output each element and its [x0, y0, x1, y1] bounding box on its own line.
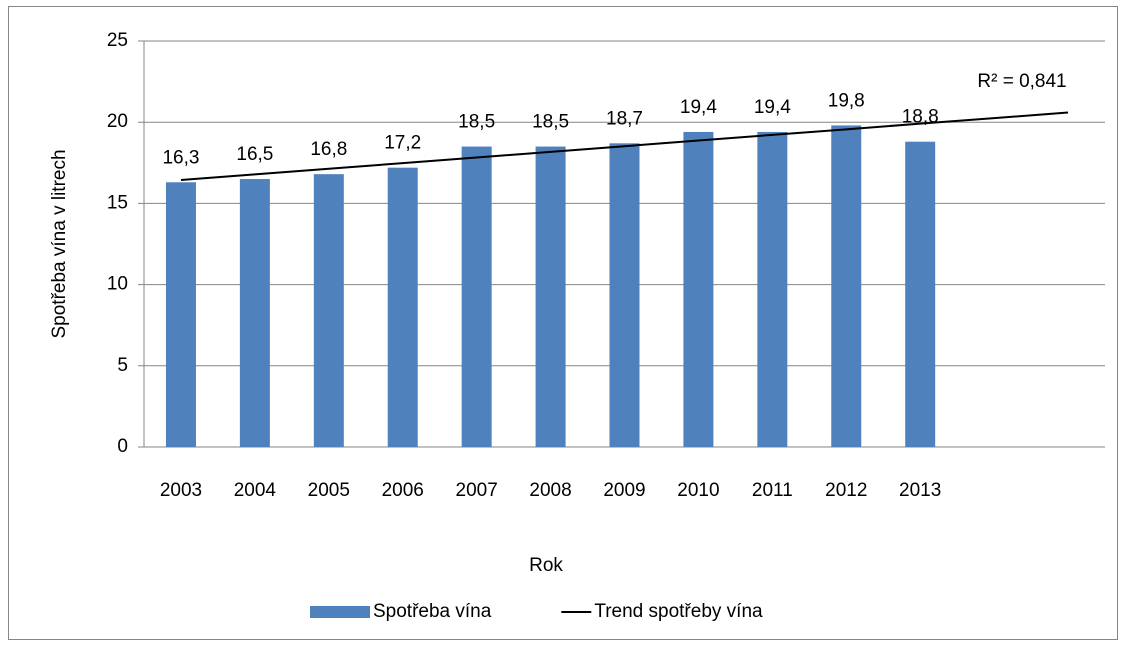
- x-tick-label: 2010: [677, 480, 719, 501]
- x-tick-label: 2008: [529, 480, 571, 501]
- bar: [535, 146, 566, 447]
- bar: [313, 174, 344, 447]
- x-tick-label: 2011: [752, 480, 793, 501]
- data-label: 17,2: [384, 133, 421, 154]
- x-tick-label: 2009: [603, 480, 645, 501]
- bar: [239, 179, 270, 448]
- bar: [461, 146, 492, 447]
- y-tick-label: 5: [117, 355, 128, 376]
- bar: [683, 131, 714, 447]
- y-tick-label: 25: [107, 30, 128, 51]
- x-tick-label: 2005: [308, 480, 350, 501]
- legend-label: Spotřeba vína: [373, 601, 492, 622]
- data-label: 19,4: [680, 97, 717, 118]
- bar: [905, 141, 936, 448]
- bar: [757, 131, 788, 447]
- bar: [831, 125, 862, 447]
- y-axis-title: Spotřeba vína v litrech: [49, 149, 70, 338]
- x-tick-label: 2006: [382, 480, 424, 501]
- x-tick-label: 2013: [899, 480, 941, 501]
- x-tick-label: 2007: [456, 480, 498, 501]
- legend-label: Trend spotřeby vína: [594, 601, 763, 622]
- data-label: 16,5: [236, 144, 273, 165]
- data-label: 19,4: [754, 97, 791, 118]
- y-tick-label: 20: [107, 111, 128, 132]
- y-tick-label: 10: [107, 274, 128, 295]
- annotation: R² = 0,841: [977, 71, 1066, 92]
- x-tick-label: 2003: [160, 480, 202, 501]
- data-label: 16,3: [162, 147, 199, 168]
- trend-line: [180, 111, 1069, 182]
- x-axis-title: Rok: [529, 555, 563, 576]
- x-tick-label: 2004: [234, 480, 277, 501]
- data-label: 18,5: [458, 112, 495, 133]
- data-label: 16,8: [310, 139, 347, 160]
- bar: [165, 182, 196, 447]
- legend-swatch: [310, 606, 370, 618]
- x-tick-label: 2012: [825, 480, 867, 501]
- data-label: 18,5: [532, 112, 569, 133]
- bar: [387, 167, 418, 447]
- bar: [609, 143, 640, 447]
- y-tick-label: 15: [107, 192, 128, 213]
- data-label: 18,7: [606, 108, 643, 129]
- y-tick-label: 0: [117, 436, 128, 457]
- data-label: 19,8: [828, 90, 865, 111]
